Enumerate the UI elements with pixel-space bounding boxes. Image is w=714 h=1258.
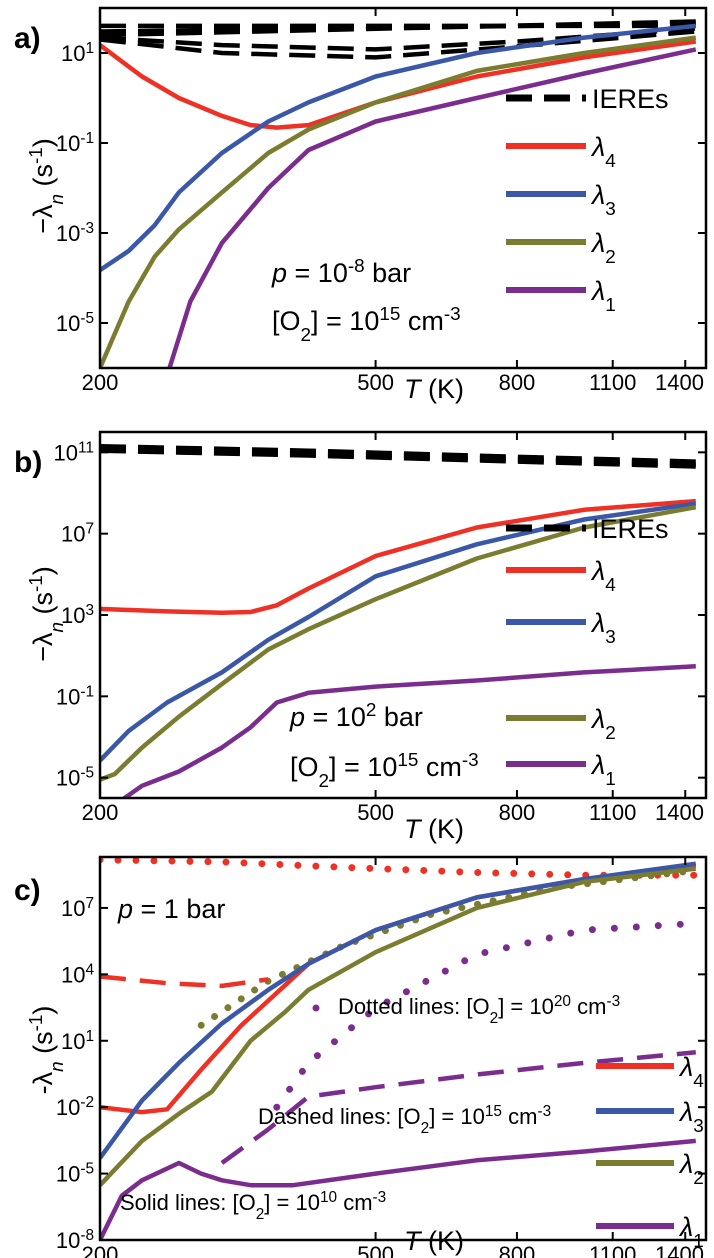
annotation-dotted: Dotted lines: [O2] = 1020 cm-3 xyxy=(338,993,620,1027)
series-line xyxy=(100,866,697,1187)
series-line xyxy=(167,47,697,368)
series-group xyxy=(100,857,700,1240)
legend-label: λ2 xyxy=(678,1149,704,1189)
legend-label: λ1 xyxy=(678,1212,704,1252)
x-tick-label: 200 xyxy=(82,1242,119,1258)
y-tick-label: 10-3 xyxy=(56,220,94,247)
x-tick-label: 500 xyxy=(357,370,394,395)
series-line xyxy=(220,1050,697,1165)
x-axis-title: T (K) xyxy=(404,814,464,844)
series-group xyxy=(100,443,697,798)
panel-c: c) 200 500 800 1100 1400 107 104 101 10-2 10-5 10-8… xyxy=(14,855,708,1258)
panel-a: a) 200 500 800 1100 1400 101 10-1 10-3 10-5 T (K) −… xyxy=(14,6,708,404)
x-tick-label: 1400 xyxy=(655,1242,704,1258)
y-axis-title: -λn (s-1) xyxy=(26,1006,68,1095)
y-axis-title: −λn (s-1) xyxy=(26,566,68,662)
legend-label: λ3 xyxy=(678,1097,704,1137)
y-tick-label: 10-2 xyxy=(56,1094,94,1121)
series-line xyxy=(100,501,697,763)
x-tick-label: 800 xyxy=(499,1242,536,1258)
series-line xyxy=(100,1138,697,1240)
series-line xyxy=(100,504,697,782)
legend-label: λ4 xyxy=(678,1052,704,1092)
annotation-p: p = 10-8 bar xyxy=(271,256,411,289)
panel-label: b) xyxy=(14,446,42,479)
y-tick-label: 10-5 xyxy=(56,1160,94,1187)
y-tick-label: 101 xyxy=(61,40,94,67)
legend-label: λ4 xyxy=(590,556,616,596)
series-line xyxy=(197,866,700,1029)
x-tick-label: 800 xyxy=(499,800,536,825)
x-tick-label: 200 xyxy=(82,800,119,825)
x-tick-label: 500 xyxy=(357,1242,394,1258)
x-tick-label: 1100 xyxy=(589,1242,636,1258)
x-axis-title: T (K) xyxy=(404,1226,464,1256)
series-line xyxy=(100,857,700,879)
legend-label: IEREs xyxy=(592,84,669,114)
series-line xyxy=(120,664,696,798)
legend: λ4 λ3 λ2 λ1 xyxy=(596,1052,704,1252)
legend-label: λ2 xyxy=(590,228,616,268)
series-line xyxy=(100,974,269,989)
annotation-dashed: Dashed lines: [O2] = 1015 cm-3 xyxy=(258,1103,551,1137)
x-tick-label: 1400 xyxy=(655,370,704,395)
dotted-marker xyxy=(312,1004,320,1012)
y-tick-label: 10-8 xyxy=(56,1227,94,1254)
x-tick-label: 800 xyxy=(499,370,536,395)
series-line xyxy=(100,39,697,130)
x-tick-label: 500 xyxy=(357,800,394,825)
annotation-o2: [O2] = 1015 cm-3 xyxy=(290,750,479,792)
x-tick-label: 200 xyxy=(82,370,119,395)
plot-frame xyxy=(98,855,708,1242)
legend-label: λ2 xyxy=(590,704,616,744)
y-tick-label: 10-5 xyxy=(56,764,94,791)
legend-label: λ4 xyxy=(590,132,616,172)
series-line xyxy=(100,29,696,60)
legend: IEREs λ4 λ3 λ2 λ1 xyxy=(506,514,669,790)
panel-label: c) xyxy=(14,874,41,907)
series-group xyxy=(100,19,697,368)
y-tick-label: 104 xyxy=(61,961,94,988)
legend-label: λ1 xyxy=(590,750,616,790)
legend-label: λ3 xyxy=(590,180,616,220)
x-tick-label: 1100 xyxy=(589,800,636,825)
panel-b: b) 200 500 800 1100 1400 1011 107 103 10-1 10-5 T (… xyxy=(14,430,708,844)
y-tick-label: 1011 xyxy=(54,439,94,466)
panel-label: a) xyxy=(14,22,41,55)
legend: IEREs λ4 λ3 λ2 λ1 xyxy=(506,84,669,316)
x-tick-label: 1100 xyxy=(589,370,636,395)
y-tick-label: 103 xyxy=(61,602,94,629)
series-line xyxy=(100,19,696,38)
x-tick-label: 1400 xyxy=(655,800,704,825)
series-line xyxy=(100,448,696,469)
annotation-o2: [O2] = 1015 cm-3 xyxy=(272,304,461,346)
series-line xyxy=(100,861,697,1160)
legend-label: λ1 xyxy=(590,276,616,316)
annotation-solid: Solid lines: [O2] = 1010 cm-3 xyxy=(120,1189,386,1223)
series-line xyxy=(100,498,696,615)
series-line xyxy=(100,23,697,272)
legend-label: λ3 xyxy=(590,608,616,648)
y-tick-label: 107 xyxy=(61,894,94,921)
y-tick-label: 101 xyxy=(61,1027,94,1054)
series-line xyxy=(100,443,696,464)
annotation-p: p = 102 bar xyxy=(289,700,423,733)
y-tick-label: 10-1 xyxy=(56,130,94,157)
annotation-p: p = 1 bar xyxy=(117,894,225,924)
y-axis-title: −λn (s-1) xyxy=(26,138,68,234)
series-line xyxy=(273,919,700,1111)
x-axis-title: T (K) xyxy=(404,374,464,404)
legend-label: IEREs xyxy=(592,514,669,544)
y-tick-label: 107 xyxy=(61,520,94,547)
plot-frame xyxy=(98,6,708,370)
series-line xyxy=(100,35,697,368)
y-tick-label: 10-1 xyxy=(56,683,94,710)
y-tick-label: 10-5 xyxy=(56,310,94,337)
